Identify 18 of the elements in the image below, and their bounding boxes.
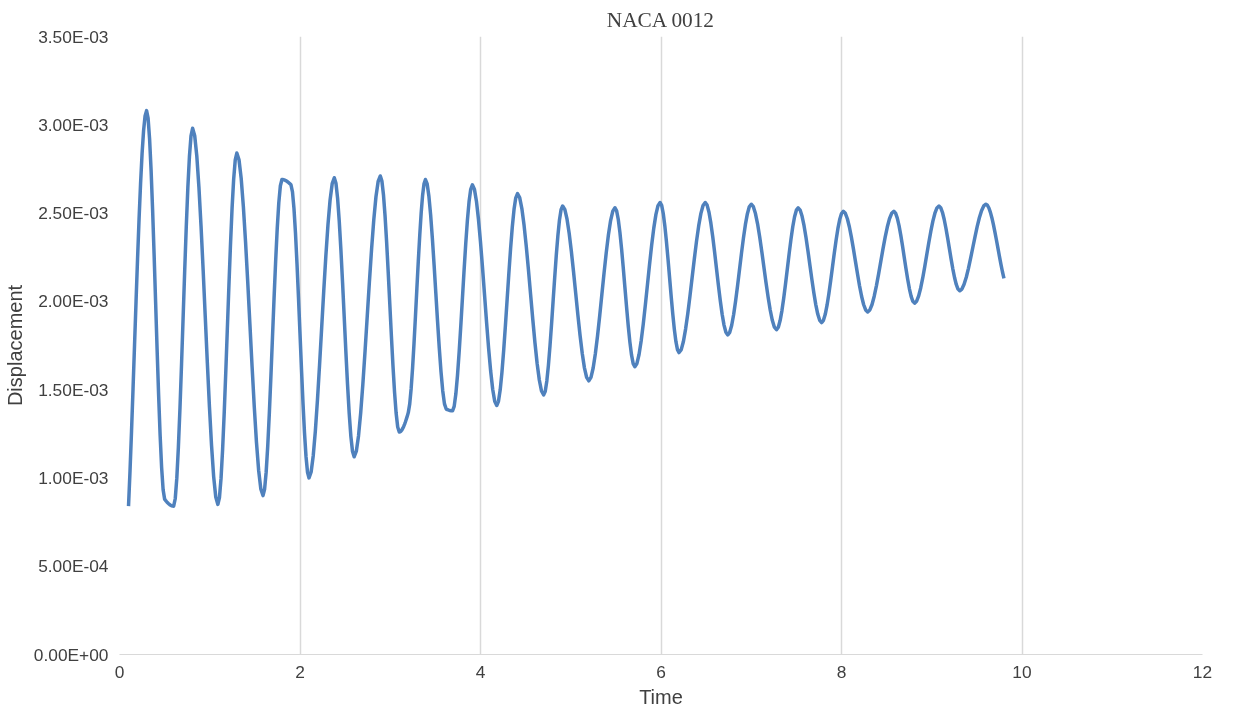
y-tick-label: 2.50E-03: [38, 203, 109, 224]
chart-title: NACA 0012: [606, 7, 715, 32]
x-tick-label: 4: [475, 661, 486, 682]
y-tick-label: 2.00E-03: [38, 291, 109, 312]
y-tick-label: 3.00E-03: [38, 114, 109, 135]
x-tick-label: 10: [1012, 661, 1032, 682]
y-tick-label: 1.00E-03: [38, 467, 109, 488]
y-tick-label: 3.50E-03: [38, 26, 109, 47]
x-tick-label: 12: [1192, 661, 1213, 682]
x-tick-label: 2: [295, 661, 305, 682]
x-tick-label: 8: [836, 661, 847, 682]
x-tick-label: 6: [656, 661, 666, 682]
y-tick-label: 1.50E-03: [38, 379, 109, 400]
x-axis-title: Time: [639, 685, 683, 708]
x-tick-label: 0: [114, 661, 125, 682]
y-axis-title: Displacement: [3, 284, 26, 407]
y-tick-label: 0.00E+00: [33, 644, 109, 665]
y-tick-label: 5.00E-04: [38, 556, 109, 577]
